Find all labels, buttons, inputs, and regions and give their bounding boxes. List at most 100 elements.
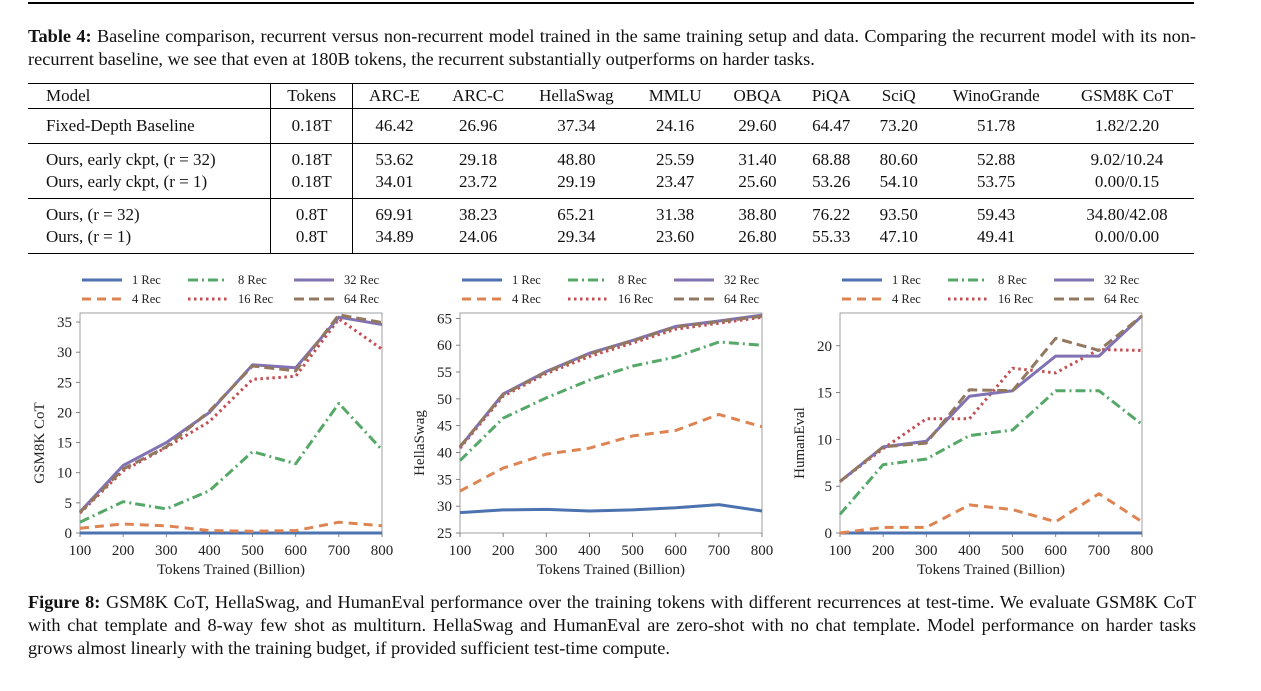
humaneval-chart: 0 5 10 15 20 100 200 300 400 500 600 700 800 Tokens T… xyxy=(792,273,1154,578)
cell: 65.21 xyxy=(520,198,633,226)
x-tick-label: 800 xyxy=(751,543,774,559)
figure-caption: Figure 8: GSM8K CoT, HellaSwag, and Huma… xyxy=(28,591,1196,660)
legend: 1 Rec 4 Rec 8 Rec 16 Rec 32 Rec 64 Rec xyxy=(462,273,760,306)
y-tick-label: 20 xyxy=(57,405,72,421)
table-row: Ours, early ckpt, (r = 1) 0.18T 34.01 23… xyxy=(28,171,1194,199)
plot-frame xyxy=(79,312,383,534)
cell: 53.26 xyxy=(812,172,851,191)
y-tick-label: 55 xyxy=(437,365,452,381)
header-piqa: PiQA xyxy=(797,83,866,109)
cell: 24.16 xyxy=(656,116,695,135)
legend-label-8-rec: 8 Rec xyxy=(998,273,1027,287)
x-axis-label: Tokens Trained (Billion) xyxy=(537,562,685,578)
x-tick-label: 400 xyxy=(958,543,981,559)
table-row: Fixed-Depth Baseline 0.18T 46.42 26.96 3… xyxy=(28,108,1194,144)
cell: 9.02/10.24 xyxy=(1060,143,1194,171)
y-tick-label: 15 xyxy=(817,386,832,402)
series-line-64-rec xyxy=(458,314,763,448)
header-gsm8k: GSM8K CoT xyxy=(1060,83,1194,109)
y-tick-label: 0 xyxy=(825,526,833,542)
y-tick-label: 5 xyxy=(825,479,833,495)
cell: 59.43 xyxy=(932,198,1061,226)
cell: 80.60 xyxy=(865,143,933,171)
cell: 26.80 xyxy=(717,226,798,254)
x-tick-label: 400 xyxy=(198,543,221,559)
cell: 29.19 xyxy=(557,172,596,191)
cell: 25.60 xyxy=(738,172,777,191)
series-line-8-rec xyxy=(838,389,1143,516)
x-tick-label: 200 xyxy=(492,543,515,559)
cell: 34.01 xyxy=(375,172,414,191)
y-tick-label: 30 xyxy=(57,345,72,361)
plot-frame xyxy=(459,312,763,534)
series-line-32-rec xyxy=(78,315,383,513)
plot-frame xyxy=(839,312,1143,534)
y-tick-label: 10 xyxy=(57,466,72,482)
y-tick-label: 15 xyxy=(57,436,72,452)
x-tick-label: 500 xyxy=(241,543,263,559)
cell: 0.18T xyxy=(270,143,353,171)
legend: 1 Rec 4 Rec 8 Rec 16 Rec 32 Rec 64 Rec xyxy=(842,273,1140,306)
figure-caption-label: Figure 8: xyxy=(28,592,101,612)
cell: 55.33 xyxy=(797,226,866,254)
cell: 0.8T xyxy=(270,198,353,226)
cell: 38.23 xyxy=(436,198,521,226)
header-mmlu: MMLU xyxy=(632,83,718,109)
legend-label-64-rec: 64 Rec xyxy=(724,292,760,306)
gsm8k-chart: 0 5 10 15 20 25 30 35 100 200 300 400 500 600 700 800 To… xyxy=(32,273,394,578)
series-line-8-rec xyxy=(79,401,384,524)
header-obqa: OBQA xyxy=(717,83,798,109)
x-tick-label: 500 xyxy=(621,543,644,559)
cell: 31.40 xyxy=(717,143,798,171)
cell: 0.18T xyxy=(270,108,353,144)
y-tick-label: 0 xyxy=(65,526,73,542)
legend-label-8-rec: 8 Rec xyxy=(618,273,647,287)
cell: 69.91 xyxy=(352,198,437,226)
x-tick-label: 800 xyxy=(371,543,394,559)
results-table: Model Tokens ARC-E ARC-C HellaSwag MMLU … xyxy=(28,83,1194,254)
header-arc-e: ARC-E xyxy=(352,83,437,109)
x-tick-label: 100 xyxy=(449,543,472,559)
top-rule xyxy=(28,2,1194,4)
cell: 34.80/42.08 xyxy=(1060,198,1194,226)
y-tick-label: 65 xyxy=(437,311,452,327)
cell: 24.06 xyxy=(436,226,521,254)
cell: 23.72 xyxy=(459,172,498,191)
legend-label-8-rec: 8 Rec xyxy=(238,273,267,287)
series-line-64-rec xyxy=(839,314,1143,483)
hellaswag-chart: 25 30 35 40 45 50 55 60 65 100 200 300 400 500 600 700 8… xyxy=(412,273,774,578)
x-tick-label: 600 xyxy=(284,543,307,559)
series-line-16-rec xyxy=(458,315,763,450)
legend: 1 Rec 4 Rec 8 Rec 16 Rec 32 Rec 64 Rec xyxy=(82,273,380,306)
x-tick-label: 300 xyxy=(535,543,558,559)
cell: 29.60 xyxy=(738,116,777,135)
cell: 26.96 xyxy=(459,116,498,135)
header-hellaswag: HellaSwag xyxy=(520,83,633,109)
series-line-4-rec xyxy=(839,492,1143,535)
x-tick-label: 100 xyxy=(829,543,852,559)
cell: 64.47 xyxy=(812,116,851,135)
y-tick-label: 25 xyxy=(437,526,452,542)
cell: 23.60 xyxy=(632,226,718,254)
series-line-1-rec xyxy=(459,503,763,515)
series-line-32-rec xyxy=(458,313,763,449)
header-sciq: SciQ xyxy=(865,83,933,109)
legend-label-16-rec: 16 Rec xyxy=(618,292,654,306)
cell-model: Fixed-Depth Baseline xyxy=(28,108,272,144)
y-axis-label: GSM8K CoT xyxy=(32,402,48,483)
cell: 1.82/2.20 xyxy=(1094,116,1160,135)
x-axis-label: Tokens Trained (Billion) xyxy=(157,562,305,578)
y-axis-label: HumanEval xyxy=(792,407,808,479)
y-tick-label: 50 xyxy=(437,392,452,408)
cell: 29.34 xyxy=(520,226,633,254)
cell: 46.42 xyxy=(375,116,414,135)
y-axis-label: HellaSwag xyxy=(412,410,428,476)
cell-model: Ours, early ckpt, (r = 1) xyxy=(28,171,272,199)
x-axis-label: Tokens Trained (Billion) xyxy=(917,562,1065,578)
x-tick-label: 800 xyxy=(1131,543,1154,559)
cell: 52.88 xyxy=(932,143,1061,171)
y-tick-label: 60 xyxy=(437,338,452,354)
legend-label-4-rec: 4 Rec xyxy=(512,292,541,306)
cell: 34.89 xyxy=(352,226,437,254)
table-caption: Table 4: Baseline comparison, recurrent … xyxy=(28,25,1196,71)
